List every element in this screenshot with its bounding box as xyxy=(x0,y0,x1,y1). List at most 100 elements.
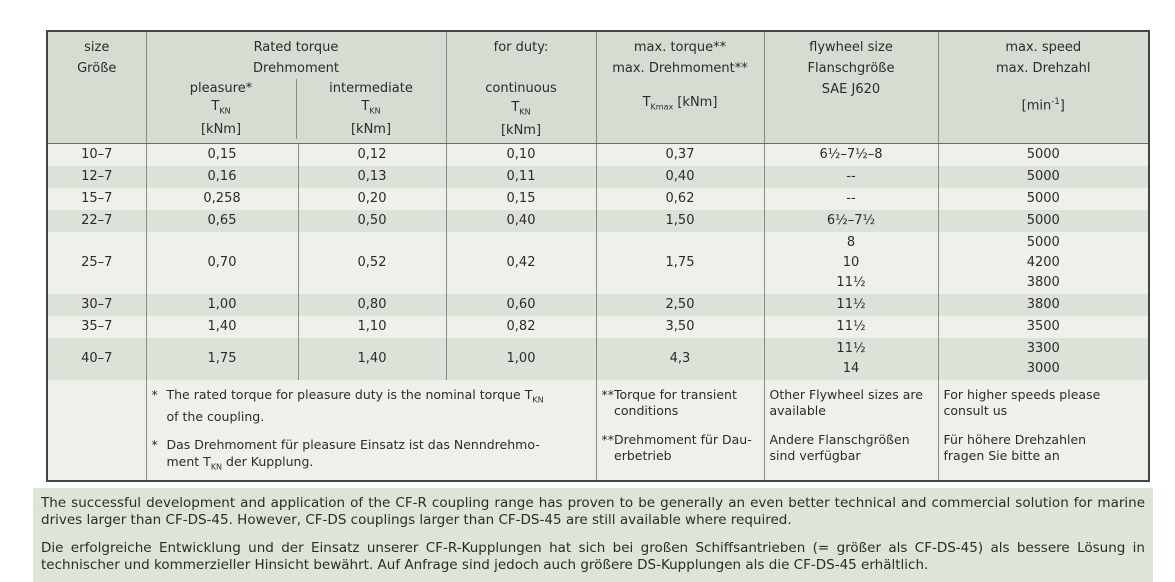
cell-speed: 3500 xyxy=(937,315,1149,338)
cell-tkmax: 1,50 xyxy=(595,209,764,232)
cell-flywheel: 6½–7½ xyxy=(763,209,938,232)
header-flywheel-title: flywheel size Flanschgröße SAE J620 xyxy=(807,40,895,97)
table-row: 30–7 1,00 0,80 0,60 2,50 11½ 3800 xyxy=(46,293,1149,316)
cell-continuous: 0,40 xyxy=(445,209,596,232)
cell-intermediate: 0,50 xyxy=(297,209,446,232)
header-pleasure: pleasure* TKN [kNm] xyxy=(147,79,297,139)
cell-speed: 5000 xyxy=(937,187,1149,210)
cell-flywheel: 6½–7½–8 xyxy=(763,143,938,166)
cell-flywheel: -- xyxy=(763,165,938,188)
notes-block: The successful development and applicati… xyxy=(33,487,1153,582)
cell-size: 30–7 xyxy=(46,293,146,316)
cell-speed: 5000 xyxy=(937,143,1149,166)
table-row: 10–7 0,15 0,12 0,10 0,37 6½–7½–8 5000 xyxy=(46,143,1149,166)
cell-speed: 3300 3000 xyxy=(937,337,1149,380)
footnote-text: Das Drehmoment für pleasure Einsatz ist … xyxy=(166,437,540,472)
cell-intermediate: 0,52 xyxy=(297,231,446,294)
cell-flywheel: 11½ 14 xyxy=(763,337,938,380)
cell-tkmax: 0,37 xyxy=(595,143,764,166)
cell-pleasure: 1,00 xyxy=(145,293,298,316)
footnote-speed-de: Für höhere Drehzahlen fragen Sie bitte a… xyxy=(943,431,1087,464)
cell-pleasure: 0,65 xyxy=(145,209,298,232)
cell-continuous: 0,42 xyxy=(445,231,596,294)
footnote-rated-de: * Das Drehmoment für pleasure Einsatz is… xyxy=(152,437,591,476)
header-pleasure-symbol: TKN xyxy=(211,99,231,116)
footnote-max-torque: ** Torque for transient conditions ** Dr… xyxy=(595,379,764,481)
header-intermediate-unit: [kNm] xyxy=(350,121,392,137)
cell-pleasure: 1,75 xyxy=(145,337,298,380)
cell-speed: 5000 xyxy=(937,165,1149,188)
table-row: 35–7 1,40 1,10 0,82 3,50 11½ 3500 xyxy=(46,315,1149,338)
cell-size: 25–7 xyxy=(46,231,146,294)
header-intermediate-symbol: TKN xyxy=(361,99,381,116)
cell-continuous: 0,11 xyxy=(445,165,596,188)
cell-tkmax: 0,62 xyxy=(595,187,764,210)
header-size-label: size Größe xyxy=(77,40,117,76)
cell-intermediate: 0,80 xyxy=(297,293,446,316)
cell-size: 10–7 xyxy=(46,143,146,166)
table-row: 12–7 0,16 0,13 0,11 0,40 -- 5000 xyxy=(46,165,1149,188)
header-max-torque-symbol: TKmax [kNm] xyxy=(642,95,718,112)
cell-size: 12–7 xyxy=(46,165,146,188)
header-max-torque: max. torque** max. Drehmoment** TKmax [k… xyxy=(595,31,764,144)
cell-continuous: 0,60 xyxy=(445,293,596,316)
cell-continuous: 1,00 xyxy=(445,337,596,380)
header-pleasure-unit: [kNm] xyxy=(200,121,242,137)
footnote-marker: * xyxy=(151,437,158,453)
cell-pleasure: 1,40 xyxy=(145,315,298,338)
cell-size: 40–7 xyxy=(46,337,146,380)
header-duty-title: for duty: xyxy=(493,40,549,55)
footnote-marker: ** xyxy=(601,386,615,402)
cell-flywheel: -- xyxy=(763,187,938,210)
header-intermediate: intermediate TKN [kNm] xyxy=(297,79,446,139)
cell-pleasure: 0,15 xyxy=(145,143,298,166)
header-for-duty: for duty: continuous TKN [kNm] xyxy=(445,31,596,144)
table-row: 15–7 0,258 0,20 0,15 0,62 -- 5000 xyxy=(46,187,1149,210)
header-rated-torque: Rated torque Drehmoment pleasure* TKN [k… xyxy=(145,31,446,144)
note-paragraph-en: The successful development and applicati… xyxy=(41,494,1145,528)
footnote-speed-en: For higher speeds please consult us xyxy=(943,386,1101,419)
header-rated-subcolumns: pleasure* TKN [kNm] intermediate TKN [kN… xyxy=(147,79,446,139)
footnote-flywheel: Other Flywheel sizes are available Ander… xyxy=(763,379,938,481)
cell-pleasure: 0,258 xyxy=(145,187,298,210)
cell-intermediate: 0,12 xyxy=(297,143,446,166)
footnote-marker: ** xyxy=(601,431,615,447)
cell-intermediate: 0,13 xyxy=(297,165,446,188)
footnote-text: Drehmoment für Dau- erbetrieb xyxy=(614,431,752,464)
cell-intermediate: 1,10 xyxy=(297,315,446,338)
cell-continuous: 0,82 xyxy=(445,315,596,338)
footnote-text: The rated torque for pleasure duty is th… xyxy=(166,386,544,424)
header-continuous-unit: [kNm] xyxy=(500,122,542,138)
footnote-empty-cell xyxy=(46,379,146,481)
cell-speed: 3800 xyxy=(937,293,1149,316)
coupling-spec-table: size Größe Rated torque Drehmoment pleas… xyxy=(46,30,1150,482)
cell-speed: 5000 xyxy=(937,209,1149,232)
header-size: size Größe xyxy=(46,31,146,144)
cell-pleasure: 0,70 xyxy=(145,231,298,294)
footnote-marker: * xyxy=(151,386,158,402)
cell-tkmax: 4,3 xyxy=(595,337,764,380)
footnote-row: * The rated torque for pleasure duty is … xyxy=(46,379,1149,481)
table-row: 22–7 0,65 0,50 0,40 1,50 6½–7½ 5000 xyxy=(46,209,1149,232)
header-row: size Größe Rated torque Drehmoment pleas… xyxy=(46,31,1149,144)
footnote-flywheel-en: Other Flywheel sizes are available xyxy=(769,386,923,419)
header-max-speed-title: max. speed max. Drehzahl xyxy=(995,40,1091,76)
cell-size: 35–7 xyxy=(46,315,146,338)
cell-tkmax: 3,50 xyxy=(595,315,764,338)
header-rated-title: Rated torque Drehmoment xyxy=(253,40,339,76)
cell-flywheel: 11½ xyxy=(763,293,938,316)
table-row: 25–7 0,70 0,52 0,42 1,75 8 10 11½ 5000 4… xyxy=(46,231,1149,294)
header-continuous-symbol: TKN xyxy=(511,100,531,117)
header-max-torque-title: max. torque** max. Drehmoment** xyxy=(612,40,748,76)
footnote-rated-en: * The rated torque for pleasure duty is … xyxy=(152,387,591,426)
cell-size: 15–7 xyxy=(46,187,146,210)
note-paragraph-de: Die erfolgreiche Entwicklung und der Ein… xyxy=(41,539,1145,573)
cell-tkmax: 2,50 xyxy=(595,293,764,316)
footnote-speed: For higher speeds please consult us Für … xyxy=(937,379,1149,481)
cell-flywheel: 8 10 11½ xyxy=(763,231,938,294)
cell-intermediate: 1,40 xyxy=(297,337,446,380)
footnote-torque-en: ** Torque for transient conditions xyxy=(602,387,759,420)
header-continuous: continuous TKN [kNm] xyxy=(449,79,594,141)
table-row: 40–7 1,75 1,40 1,00 4,3 11½ 14 3300 3000 xyxy=(46,337,1149,380)
